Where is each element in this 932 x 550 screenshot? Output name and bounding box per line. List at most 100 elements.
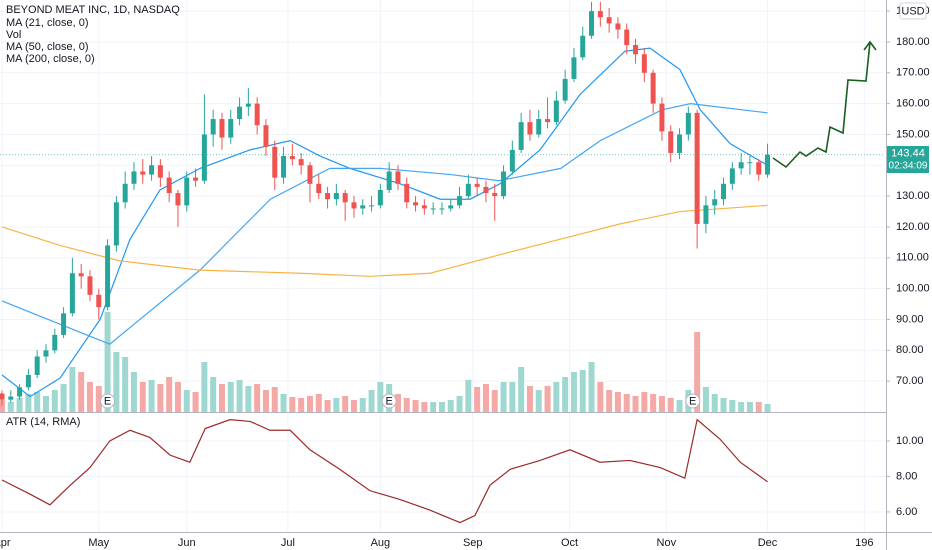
legend-title: BEYOND MEAT INC, 1D, NASDAQ — [6, 4, 180, 16]
volume-bar — [86, 382, 93, 412]
candle-body — [703, 205, 709, 224]
candle-body — [113, 202, 119, 246]
atr-tick-label: 8.00 — [896, 470, 917, 482]
candle-body — [492, 193, 498, 197]
earnings-label: E — [689, 395, 696, 407]
volume-bar — [148, 380, 155, 412]
candle-body — [272, 146, 278, 178]
candle-body — [237, 106, 243, 120]
volume-bar — [755, 402, 762, 412]
candle-body — [166, 177, 172, 194]
y-tick-label: 80.00 — [896, 344, 924, 356]
volume-bar — [746, 402, 753, 412]
x-tick-label: Jun — [178, 537, 196, 549]
last-price: 143.44 — [891, 147, 925, 159]
volume-bar — [509, 382, 516, 412]
candle-body — [597, 11, 603, 18]
x-tick-label: Oct — [561, 537, 578, 549]
candle-body — [474, 183, 480, 187]
candle-body — [668, 131, 674, 153]
volume-bar — [667, 398, 674, 412]
currency-box — [899, 2, 927, 20]
candle-body — [738, 162, 744, 169]
volume-bar — [438, 402, 445, 412]
candle-body — [527, 122, 533, 135]
candle-body — [351, 202, 357, 209]
volume-bar — [227, 382, 234, 412]
candle-body — [413, 202, 419, 206]
earnings-marker — [100, 393, 116, 409]
volume-bar — [254, 384, 261, 412]
volume-bar — [632, 396, 639, 412]
candle-body — [641, 54, 647, 73]
candle-body — [140, 171, 146, 175]
candle-body — [316, 183, 322, 194]
volume-bar — [104, 312, 111, 412]
volume-bar — [430, 402, 437, 412]
candle-body — [228, 119, 234, 138]
volume-bar — [0, 400, 5, 412]
candle-body — [201, 134, 207, 181]
volume-bar — [570, 372, 577, 412]
volume-bar — [694, 332, 701, 412]
candle-body — [157, 165, 163, 178]
candle-body — [536, 119, 542, 135]
volume-bar — [201, 362, 208, 412]
y-tick-label: 110.00 — [896, 252, 929, 264]
candle-body — [360, 205, 366, 209]
legend: BEYOND MEAT INC, 1D, NASDAQ MA (21, clos… — [6, 4, 180, 428]
volume-bar — [113, 352, 120, 412]
candle-body — [0, 393, 5, 400]
volume-bar — [729, 400, 736, 412]
volume-bar — [298, 398, 305, 412]
x-tick-label: Sep — [463, 537, 483, 549]
candle-body — [184, 177, 190, 206]
volume-bar — [738, 402, 745, 412]
legend-atr: ATR (14, RMA) — [6, 416, 80, 428]
candle-body — [122, 183, 128, 203]
volume-bar — [315, 394, 322, 412]
candle-body — [615, 23, 621, 30]
volume-bar — [676, 400, 683, 412]
candle-body — [659, 103, 665, 132]
x-tick-label: May — [88, 537, 109, 549]
volume-bar — [289, 397, 296, 412]
candle-body — [465, 183, 471, 197]
volume-bar — [711, 394, 718, 412]
atr-layer — [1, 418, 768, 524]
volume-bar — [359, 398, 366, 412]
candle-body — [729, 168, 735, 184]
volume-bar — [403, 398, 410, 412]
candle-body — [307, 165, 313, 184]
volume-bar — [394, 394, 401, 412]
x-tick-label: Nov — [657, 537, 677, 549]
atr-tick-label: 6.00 — [896, 506, 917, 518]
volume-bar — [491, 390, 498, 412]
volume-bar — [7, 402, 14, 412]
volume-bar — [192, 392, 199, 412]
candle-body — [289, 156, 295, 160]
candle-body — [483, 186, 489, 194]
candle-body — [325, 193, 331, 200]
candle-body — [52, 334, 58, 351]
y-tick-label: 70.00 — [896, 375, 924, 387]
volume-bar — [69, 367, 76, 412]
candle-body — [87, 276, 93, 295]
x-tick-label: 196 — [855, 537, 873, 549]
candle-body — [430, 208, 436, 210]
volume-bar — [421, 402, 428, 412]
volume-bar — [482, 384, 489, 412]
candle-body — [131, 171, 137, 184]
volume-bar — [157, 384, 164, 412]
y-tick-label: 130.00 — [896, 190, 930, 202]
candle-body — [545, 119, 551, 123]
candle-body — [756, 162, 762, 175]
volume-bar — [95, 386, 102, 412]
volume-bar — [342, 396, 349, 412]
volume-bar — [588, 362, 595, 412]
candle-body — [254, 103, 260, 126]
earnings-marker — [381, 393, 397, 409]
volume-bar — [25, 394, 32, 412]
candle-body — [43, 350, 49, 357]
